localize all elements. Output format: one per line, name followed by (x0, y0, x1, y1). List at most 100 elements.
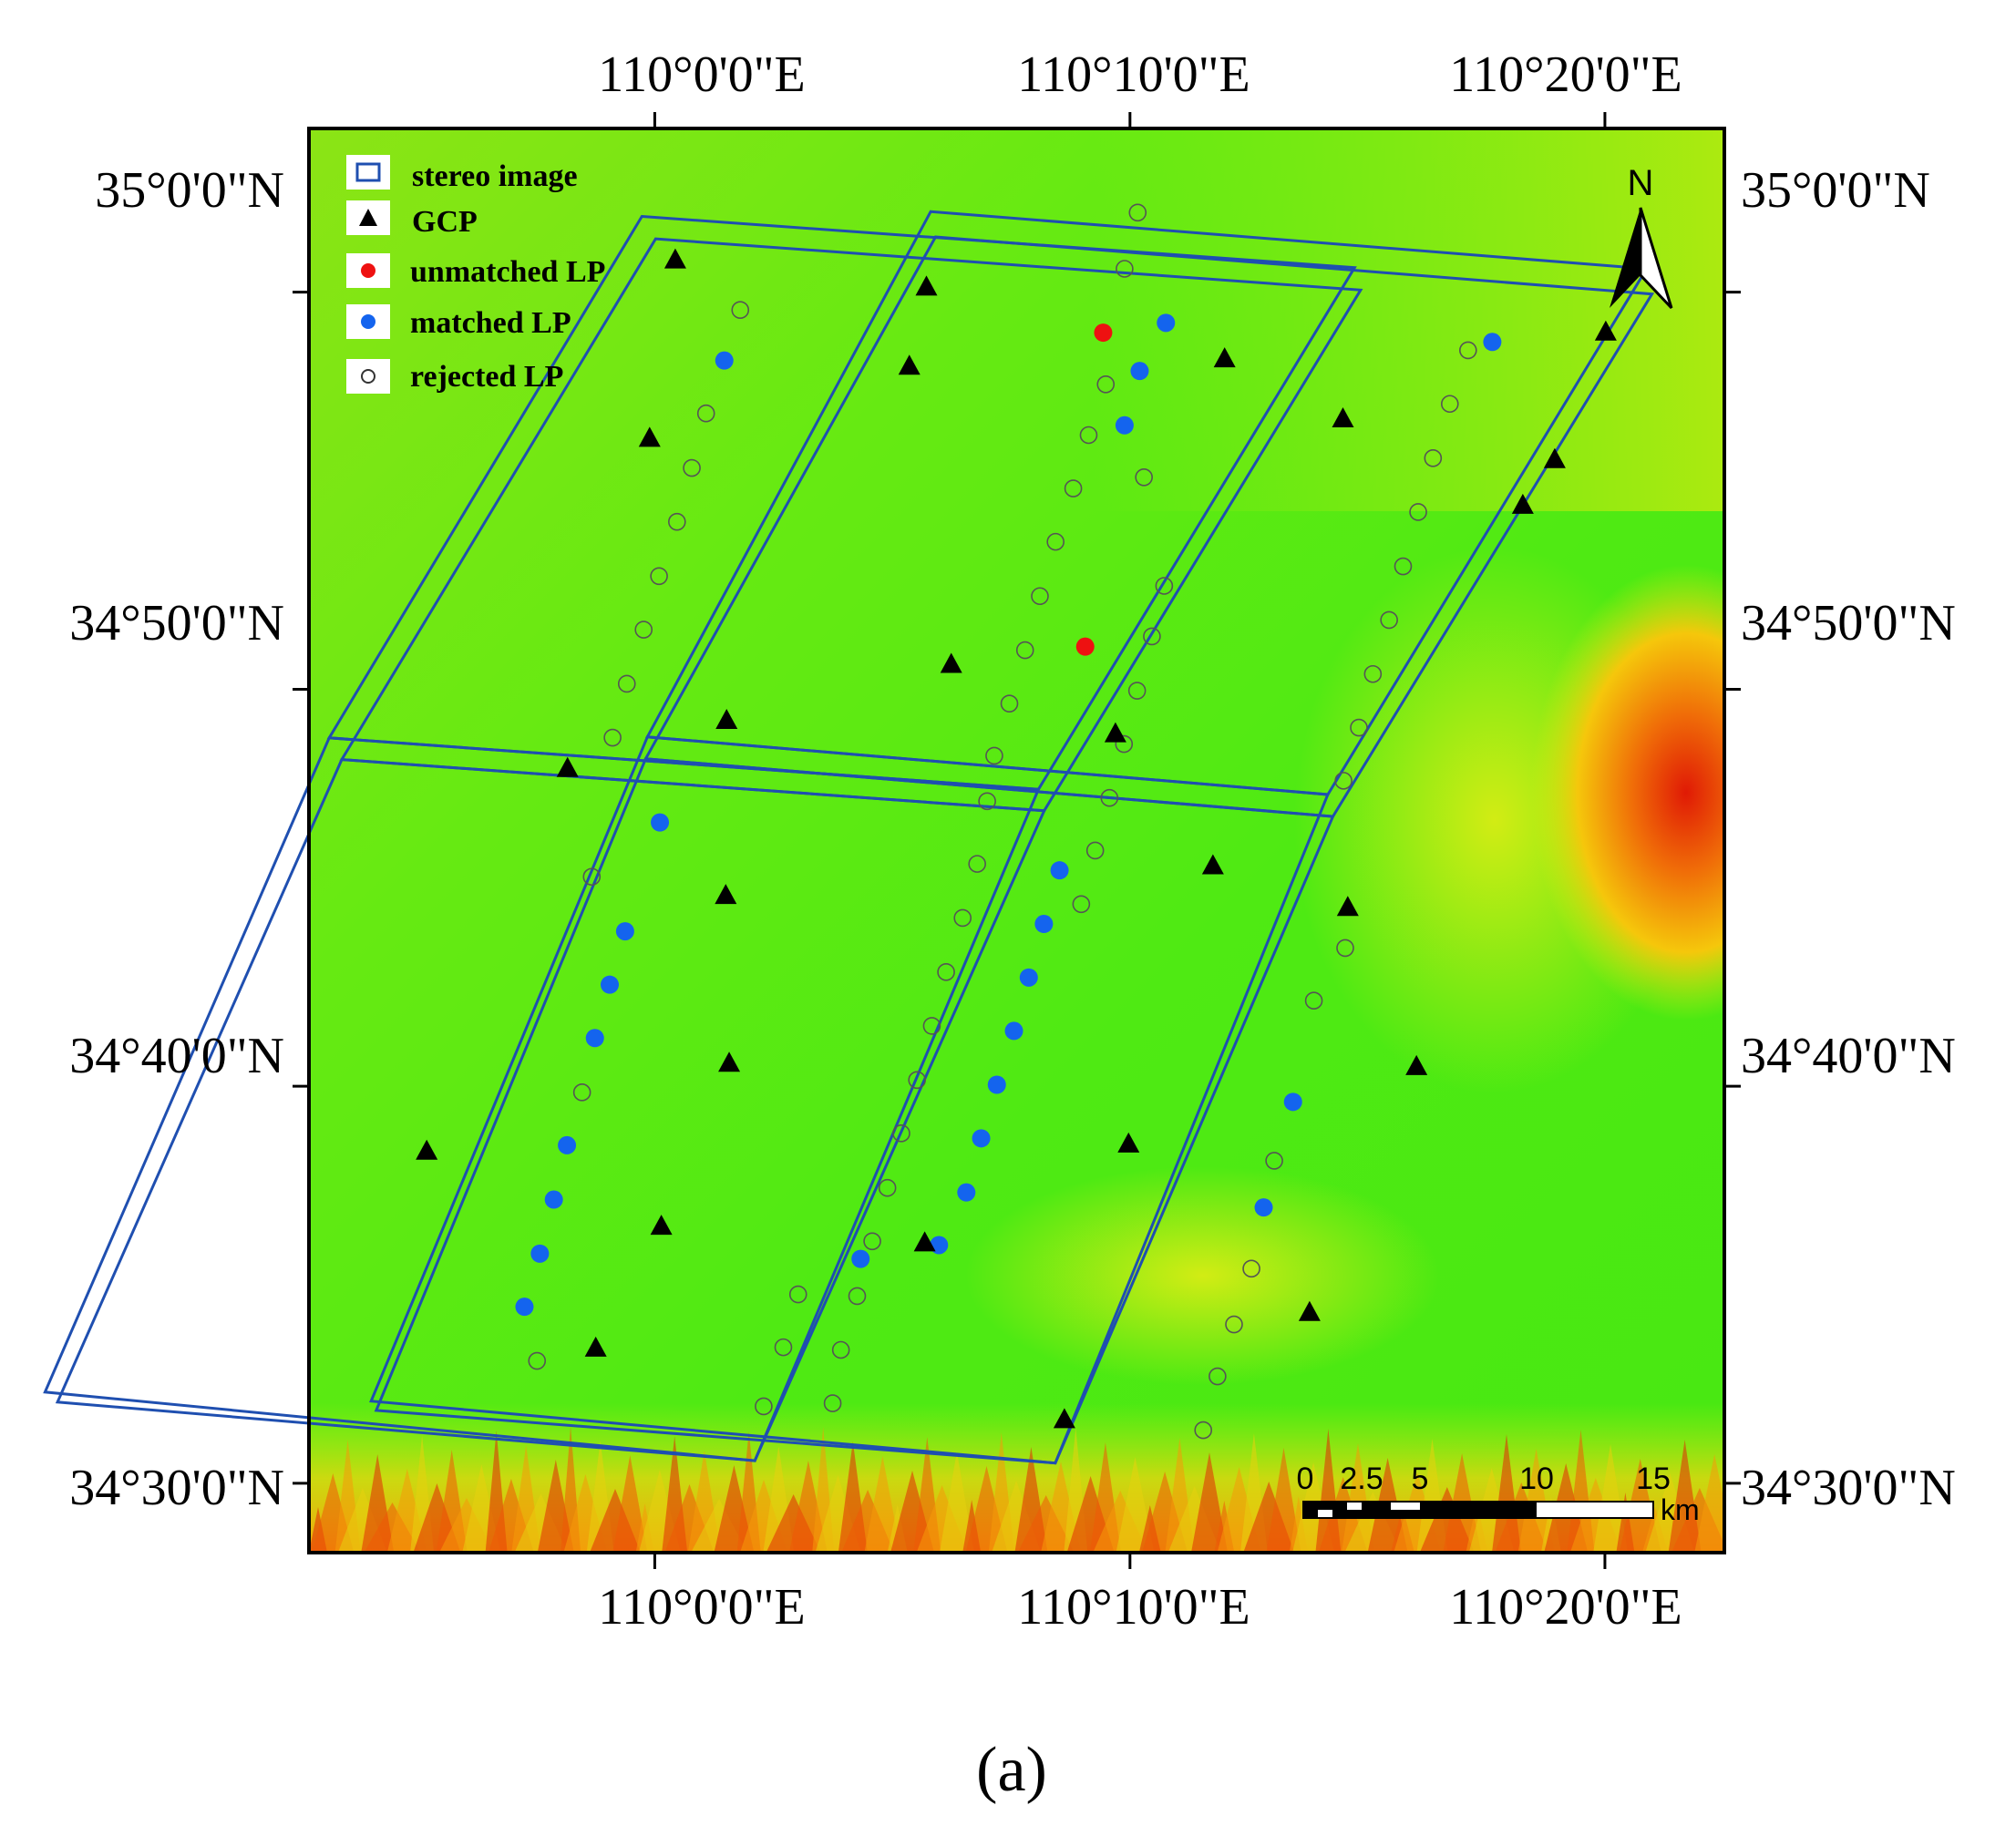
rejected-lp-layer (528, 203, 1477, 1440)
scale-tick-15: 15 (1636, 1462, 1671, 1496)
scale-bar: 0 2.5 5 10 15 km (1297, 1462, 1700, 1526)
matched-lp-point (851, 1249, 870, 1268)
legend-label-matched-lp: matched LP (410, 306, 571, 340)
rejected-lp-point (1242, 1259, 1260, 1278)
matched-lp-point (930, 1236, 949, 1255)
matched-lp-point (1254, 1198, 1273, 1217)
rejected-lp-point (1380, 610, 1398, 630)
ridge-shape (864, 1456, 901, 1553)
gcp-triangle-icon (1117, 1132, 1140, 1153)
gcp-triangle-icon (1594, 320, 1617, 341)
north-arrow-right-icon (1639, 207, 1673, 310)
matched-lp-point (615, 922, 634, 941)
gcp-triangle-icon (1104, 722, 1126, 743)
rejected-lp-point (731, 301, 750, 320)
gcp-triangle-icon (650, 1215, 673, 1236)
rejected-lp-point (1265, 1152, 1283, 1170)
right-lat-label-4: 34°30'0"N (1741, 1460, 1956, 1516)
rejected-lp-point (755, 1397, 773, 1416)
matched-lp-point (1004, 1021, 1023, 1041)
matched-lp-point (558, 1135, 577, 1154)
matched-lp-point (544, 1190, 563, 1209)
rejected-lp-point (937, 963, 955, 981)
gcp-triangle-icon (1543, 447, 1566, 468)
legend: stereo image GCP unmatched LP matched LP… (346, 155, 605, 394)
scale-seg-black (1303, 1502, 1318, 1518)
gcp-triangle-icon (663, 248, 686, 269)
legend-box (346, 155, 390, 190)
rejected-lp-point (774, 1338, 793, 1357)
matched-lp-point (651, 813, 670, 832)
rejected-lp-point (1394, 557, 1413, 576)
gcp-triangle-icon (1213, 347, 1236, 368)
gcp-triangle-icon (715, 884, 737, 905)
rejected-lp-point (968, 855, 986, 873)
rejected-lp-point (1116, 260, 1134, 278)
rejected-lp-point (1350, 718, 1368, 737)
stereo-image-footprints (43, 210, 1655, 1465)
rejected-lp-point (1409, 503, 1427, 521)
top-lon-label-3: 110°20'0"E (1449, 46, 1682, 103)
matched-lp-point (1034, 915, 1054, 934)
rejected-lp-point (1085, 841, 1105, 860)
gcp-triangle-icon (638, 426, 661, 447)
gcp-triangle-icon (1053, 1408, 1075, 1429)
gcp-triangle-icon (718, 1051, 741, 1072)
scale-tick-0: 0 (1297, 1462, 1314, 1496)
rejected-lp-point (953, 908, 972, 928)
gcp-triangle-icon (359, 209, 377, 226)
rejected-lp-point (1096, 375, 1116, 394)
dem-background (309, 128, 1724, 1553)
rejected-lp-point (1304, 991, 1323, 1010)
top-lon-label-2: 110°10'0"E (1017, 46, 1250, 103)
rejected-lp-point (1363, 664, 1383, 683)
ridge-shape (1266, 1448, 1301, 1553)
left-lat-label-2: 34°50'0"N (69, 595, 284, 651)
rejected-lp-point (582, 867, 602, 887)
matched-lp-point (1050, 861, 1069, 880)
stereo-image-footprint-7 (374, 757, 1335, 1465)
ridge-shape (939, 1451, 974, 1553)
gcp-triangle-icon (1511, 493, 1534, 514)
rejected-lp-point (696, 404, 715, 423)
matched-lp-point (1115, 415, 1134, 435)
rejected-lp-point (1194, 1421, 1213, 1440)
right-lat-label-3: 34°40'0"N (1741, 1028, 1956, 1084)
ridge-shape (1593, 1444, 1629, 1553)
top-lon-label-1: 110°0'0"E (598, 46, 805, 103)
rejected-lp-point (1100, 788, 1119, 807)
map-frame (307, 127, 1726, 1554)
matched-lp-point (585, 1029, 604, 1048)
gcp-triangle-icon (715, 708, 738, 729)
rejected-lp-point (922, 1017, 941, 1035)
bottom-lon-label-3: 110°20'0"E (1449, 1579, 1682, 1636)
legend-item-stereo-image: stereo image (346, 155, 578, 193)
matched-lp-point (515, 1298, 534, 1317)
rejected-lp-point (650, 567, 668, 586)
left-lat-label-4: 34°30'0"N (69, 1460, 284, 1516)
matched-lp-point (1283, 1092, 1302, 1112)
gcp-triangle-icon (940, 652, 962, 673)
rejected-lp-point (1155, 577, 1174, 595)
rejected-lp-point (1225, 1315, 1243, 1334)
rejected-lp-point (1015, 641, 1034, 660)
stereo-image-footprint-3 (55, 758, 1046, 1462)
right-lat-labels: 35°0'0"N 34°50'0"N 34°40'0"N 34°30'0"N (1741, 162, 1956, 1516)
left-lat-label-3: 34°40'0"N (69, 1028, 284, 1084)
rejected-lp-point (1459, 341, 1477, 360)
rejected-lp-point (788, 1285, 807, 1304)
rejected-lp-point (1064, 479, 1083, 497)
gcp-triangle-icon (1336, 896, 1359, 917)
legend-item-gcp: GCP (346, 200, 478, 239)
rejected-lp-circle-icon (361, 369, 375, 384)
gcp-layer (416, 248, 1617, 1429)
top-lon-labels: 110°0'0"E 110°10'0"E 110°20'0"E (598, 46, 1682, 103)
scale-seg-black (1391, 1510, 1420, 1518)
rejected-lp-point (1336, 939, 1354, 958)
matched-lp-point (1019, 968, 1038, 987)
unmatched-lp-point (1075, 637, 1095, 656)
legend-item-matched-lp: matched LP (346, 304, 571, 340)
matched-lp-layer (515, 313, 1502, 1317)
